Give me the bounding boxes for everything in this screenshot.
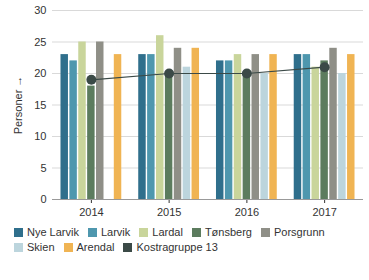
svg-text:15: 15	[34, 99, 46, 111]
html-text:Nye Larvik: Nye Larvik	[27, 226, 79, 238]
html-text:Kostragruppe 13: Kostragruppe 13	[136, 241, 218, 253]
html-text:Skien: Skien	[27, 241, 55, 253]
html-text:Arendal: Arendal	[76, 241, 115, 253]
svg-text:20: 20	[34, 67, 46, 79]
svg-text:Personer →: Personer →	[12, 76, 24, 135]
html-text:Tønsberg: Tønsberg	[204, 226, 252, 238]
svg-text:2015: 2015	[157, 206, 181, 218]
svg-text:2017: 2017	[312, 206, 336, 218]
svg-text:5: 5	[40, 162, 46, 174]
svg-text:10: 10	[34, 130, 46, 142]
svg-text:25: 25	[34, 36, 46, 48]
html-text:Porsgrunn: Porsgrunn	[274, 226, 325, 238]
svg-text:30: 30	[34, 4, 46, 16]
svg-text:2016: 2016	[235, 206, 259, 218]
svg-text:0: 0	[40, 193, 46, 205]
html-text:Larvik: Larvik	[101, 226, 131, 238]
svg-text:2014: 2014	[79, 206, 103, 218]
html-text:Lardal: Lardal	[152, 226, 183, 238]
